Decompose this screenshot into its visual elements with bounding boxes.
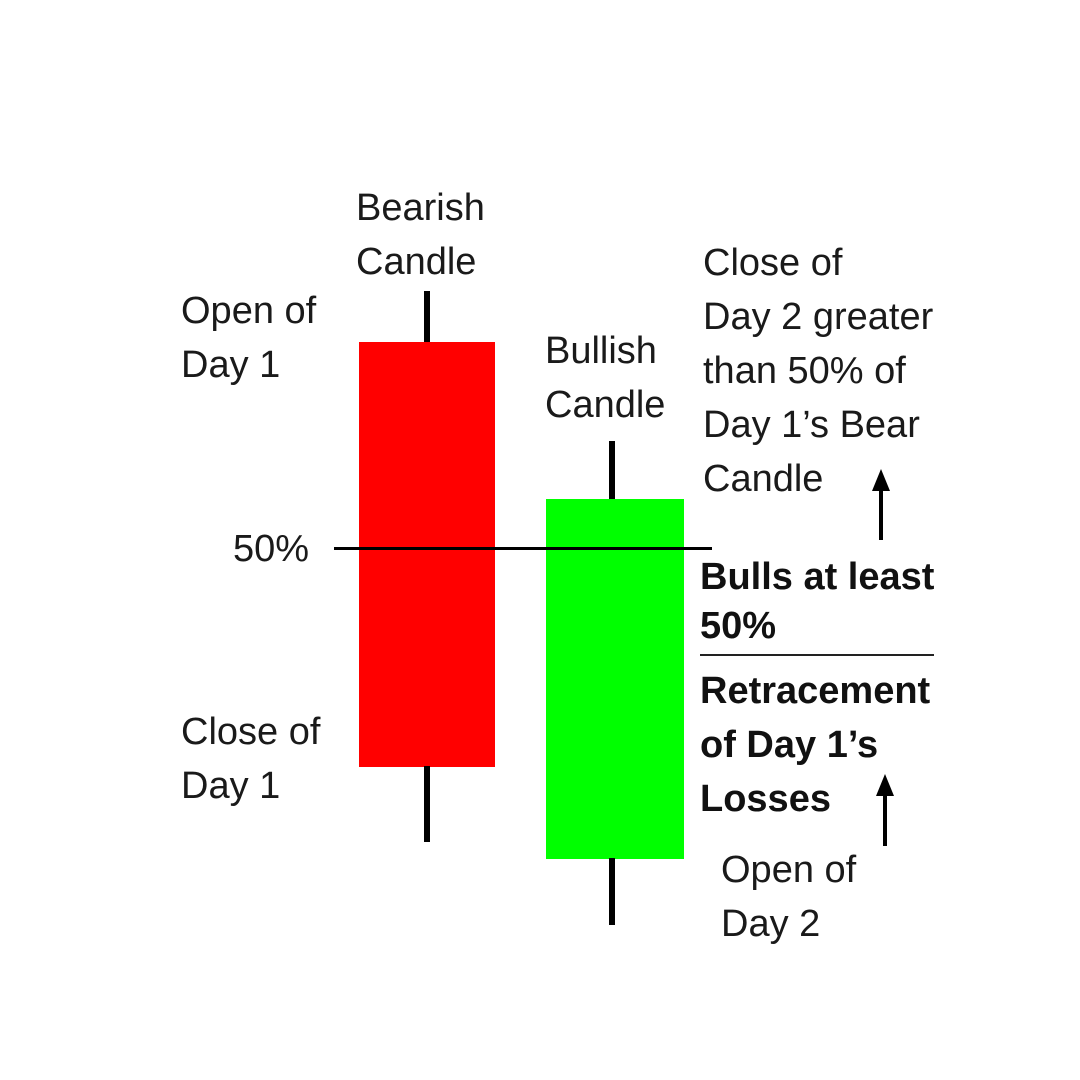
- close-day2-note-line: than 50% of: [703, 350, 906, 392]
- bulls-note-line: Losses: [700, 778, 831, 820]
- bulls-note-line: of Day 1’s: [700, 724, 879, 766]
- bearish-candle-label-line: Bearish: [356, 187, 485, 229]
- up-arrow-head: [872, 469, 890, 491]
- bearish-upper-wick: [424, 291, 430, 343]
- bullish-candle-label-line: Bullish: [545, 330, 657, 372]
- close-day2-note-line: Candle: [703, 458, 824, 500]
- bulls-retracement-note: Bulls at least 50% Retracement of Day 1’…: [700, 550, 935, 826]
- bulls-note-line: Bulls at least: [700, 556, 935, 598]
- bearish-candle-body: [359, 342, 495, 767]
- close-day1-label-line: Close of: [181, 711, 321, 753]
- bearish-candle-label-line: Candle: [356, 241, 477, 283]
- bearish-candle-label: Bearish Candle: [356, 181, 485, 289]
- close-day1-label-line: Day 1: [181, 765, 281, 807]
- open-day2-label: Open of Day 2: [721, 843, 856, 951]
- bulls-note-fifty-underlined: 50%: [700, 604, 935, 656]
- fifty-percent-label: 50%: [233, 528, 310, 570]
- fifty-percent-line: [334, 547, 712, 550]
- bulls-note-line: 50%: [700, 604, 935, 664]
- open-day1-label-line: Day 1: [181, 344, 281, 386]
- bulls-note-line: Retracement: [700, 670, 931, 712]
- close-day1-label: Close of Day 1: [181, 705, 320, 813]
- up-arrow-head: [876, 774, 894, 796]
- bullish-candle-label: Bullish Candle: [545, 324, 665, 432]
- close-day2-note: Close of Day 2 greater than 50% of Day 1…: [703, 236, 933, 506]
- open-day2-label-line: Day 2: [721, 903, 821, 945]
- up-arrow-shaft: [883, 793, 887, 846]
- close-day2-note-line: Day 1’s Bear: [703, 404, 920, 446]
- up-arrow-shaft: [879, 488, 883, 540]
- open-day1-label: Open of Day 1: [181, 284, 316, 392]
- bullish-candle-label-line: Candle: [545, 384, 666, 426]
- close-day2-note-line: Day 2 greater: [703, 296, 934, 338]
- open-day1-label-line: Open of: [181, 290, 317, 332]
- bullish-upper-wick: [609, 441, 615, 501]
- bullish-candle-body: [546, 499, 684, 859]
- open-day2-label-line: Open of: [721, 849, 857, 891]
- bullish-lower-wick: [609, 858, 615, 925]
- bearish-lower-wick: [424, 766, 430, 842]
- close-day2-note-line: Close of: [703, 242, 843, 284]
